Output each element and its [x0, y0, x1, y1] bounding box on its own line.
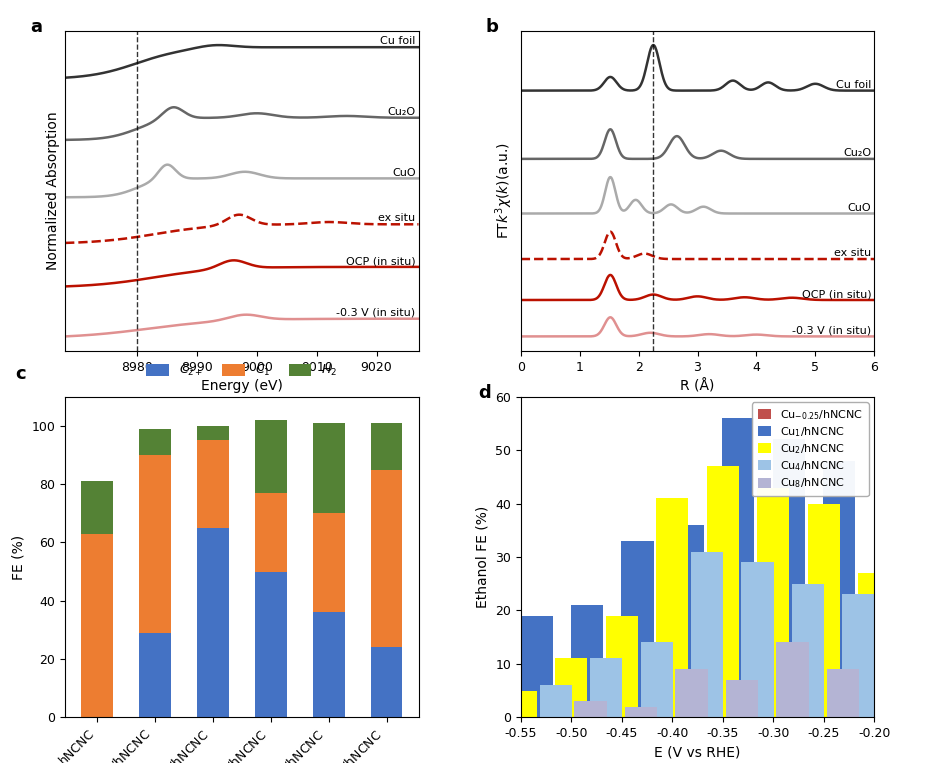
Text: CuO: CuO — [847, 203, 871, 213]
Bar — [893, 626, 925, 717]
Legend: $C_{2+}$, $C_1$, $H_2$: $C_{2+}$, $C_1$, $H_2$ — [141, 358, 342, 383]
Text: CuO: CuO — [392, 168, 416, 178]
Bar — [637, 648, 669, 717]
Bar — [773, 439, 805, 717]
Bar — [737, 600, 770, 717]
Bar — [789, 637, 820, 717]
Bar — [687, 637, 720, 717]
Text: ex situ: ex situ — [379, 214, 416, 224]
Y-axis label: FE (%): FE (%) — [12, 534, 26, 580]
Legend: Cu$_{-0.25}$/hNCNC, Cu$_1$/hNCNC, Cu$_2$/hNCNC, Cu$_4$/hNCNC, Cu$_8$/hNCNC: Cu$_{-0.25}$/hNCNC, Cu$_1$/hNCNC, Cu$_2$… — [752, 402, 869, 496]
Bar — [777, 642, 809, 717]
Bar — [81, 481, 113, 533]
Bar — [723, 418, 754, 717]
Bar — [858, 573, 890, 717]
Text: Cu₂O: Cu₂O — [844, 148, 871, 158]
Bar — [140, 455, 171, 633]
Text: OCP (in situ): OCP (in situ) — [346, 256, 416, 266]
Bar — [586, 664, 618, 717]
Text: -0.3 V (in situ): -0.3 V (in situ) — [337, 307, 416, 318]
Text: Cu₂O: Cu₂O — [388, 107, 416, 117]
Bar — [571, 605, 603, 717]
Text: Cu foil: Cu foil — [836, 79, 871, 90]
Bar — [255, 420, 286, 493]
Text: Cu foil: Cu foil — [380, 37, 416, 47]
Bar — [470, 658, 502, 717]
Bar — [255, 493, 286, 571]
Bar — [485, 707, 518, 717]
Bar — [370, 469, 403, 647]
Text: d: d — [478, 384, 491, 402]
Bar — [370, 423, 403, 469]
Y-axis label: FT$k^3\chi(k)$(a.u.): FT$k^3\chi(k)$(a.u.) — [494, 142, 515, 240]
Bar — [435, 691, 467, 717]
Bar — [928, 685, 930, 717]
Bar — [197, 440, 229, 528]
Bar — [539, 685, 572, 717]
Y-axis label: Ethanol FE (%): Ethanol FE (%) — [475, 506, 489, 608]
Bar — [843, 594, 875, 717]
Bar — [877, 691, 910, 717]
Bar — [757, 488, 790, 717]
Bar — [197, 426, 229, 440]
Bar — [555, 658, 588, 717]
Bar — [312, 613, 344, 717]
Bar — [536, 685, 568, 717]
Bar — [823, 461, 856, 717]
Bar — [505, 691, 537, 717]
Text: c: c — [16, 365, 26, 383]
Bar — [312, 423, 344, 513]
Bar — [197, 528, 229, 717]
Text: ex situ: ex situ — [834, 248, 871, 258]
Bar — [641, 642, 672, 717]
Bar — [520, 616, 552, 717]
Bar — [312, 513, 344, 613]
Bar — [81, 533, 113, 717]
Bar — [656, 498, 688, 717]
Bar — [590, 658, 622, 717]
Text: a: a — [30, 18, 42, 36]
X-axis label: Energy (eV): Energy (eV) — [201, 379, 283, 393]
Bar — [726, 680, 758, 717]
Bar — [140, 429, 171, 455]
Bar — [671, 525, 704, 717]
Bar — [707, 466, 739, 717]
Bar — [741, 562, 774, 717]
Y-axis label: Normalized Absorption: Normalized Absorption — [46, 111, 60, 270]
Bar — [605, 616, 638, 717]
X-axis label: E (V vs RHE): E (V vs RHE) — [655, 745, 740, 759]
X-axis label: R (Å): R (Å) — [681, 379, 714, 394]
Bar — [370, 647, 403, 717]
Text: OCP (in situ): OCP (in situ) — [802, 289, 871, 299]
Text: b: b — [485, 18, 498, 36]
Bar — [621, 541, 654, 717]
Bar — [691, 552, 724, 717]
Bar — [792, 584, 824, 717]
Bar — [827, 669, 859, 717]
Bar — [255, 571, 286, 717]
Text: -0.3 V (in situ): -0.3 V (in situ) — [792, 326, 871, 336]
Bar — [625, 707, 658, 717]
Bar — [140, 633, 171, 717]
Bar — [807, 504, 840, 717]
Bar — [675, 669, 708, 717]
Bar — [575, 701, 606, 717]
